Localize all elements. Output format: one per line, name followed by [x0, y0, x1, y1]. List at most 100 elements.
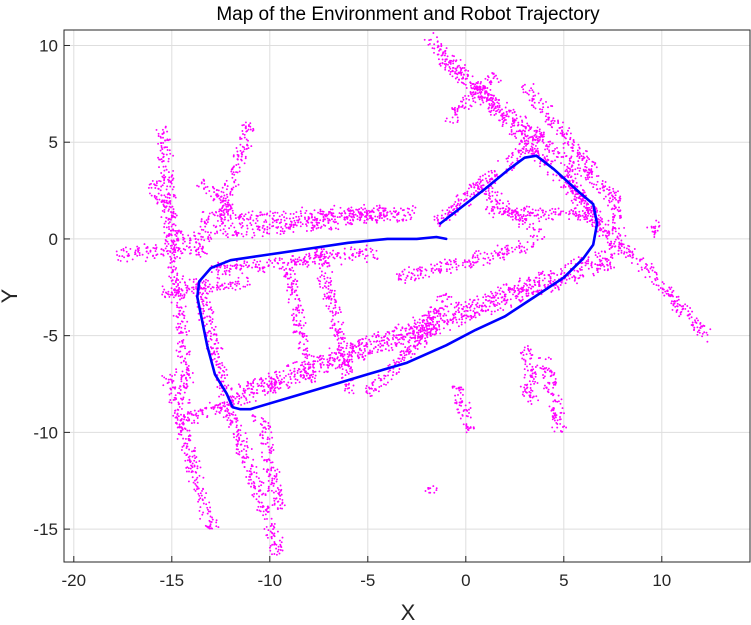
map-point [325, 215, 327, 218]
map-point [538, 279, 541, 282]
map-point [269, 549, 272, 552]
map-point [436, 315, 439, 318]
map-point [300, 327, 303, 329]
map-point [248, 478, 250, 481]
map-point [523, 125, 526, 128]
map-point [358, 347, 361, 350]
map-point [260, 481, 263, 484]
map-point [670, 300, 673, 303]
map-point [442, 294, 445, 297]
map-point [483, 251, 486, 254]
map-point [219, 406, 222, 409]
map-point [252, 385, 255, 388]
map-point [222, 404, 225, 407]
map-point [324, 272, 327, 275]
map-point [264, 494, 267, 497]
map-point [670, 286, 673, 289]
map-point [168, 228, 171, 231]
map-point [199, 295, 202, 298]
map-point [360, 343, 363, 346]
map-point [382, 210, 385, 213]
map-point [187, 435, 190, 438]
map-point [169, 185, 172, 188]
map-point [193, 454, 196, 457]
map-point [680, 305, 683, 308]
map-point [265, 221, 268, 223]
map-point [501, 115, 504, 118]
map-point [299, 374, 302, 377]
map-point [322, 354, 325, 357]
map-point [235, 438, 238, 441]
map-point [574, 276, 577, 279]
map-point [636, 263, 639, 266]
map-point [172, 185, 175, 188]
map-point [515, 297, 518, 300]
map-point [253, 486, 255, 489]
map-point [493, 296, 496, 299]
map-point [193, 421, 196, 424]
map-point [225, 368, 228, 371]
map-point [323, 293, 326, 296]
map-point [592, 274, 595, 277]
map-point [268, 459, 271, 462]
map-point [531, 148, 534, 151]
map-point [199, 506, 202, 509]
map-point [322, 297, 325, 300]
map-point [684, 307, 687, 310]
map-point [185, 454, 188, 457]
map-point [302, 365, 305, 368]
map-point [263, 227, 266, 230]
map-point [229, 395, 232, 398]
map-point [340, 377, 343, 379]
map-point [165, 377, 168, 380]
map-point [190, 422, 193, 425]
map-point [240, 396, 243, 399]
map-point [346, 216, 349, 219]
map-point [201, 411, 204, 414]
map-point [597, 214, 600, 217]
map-point [222, 288, 225, 291]
map-point [572, 160, 575, 163]
map-point [198, 474, 201, 477]
map-point [363, 348, 366, 350]
map-point [473, 307, 476, 310]
map-point [258, 480, 261, 483]
map-point [366, 343, 369, 346]
map-point [414, 334, 417, 337]
map-wall-points [433, 126, 545, 228]
map-point [175, 349, 178, 352]
map-point [181, 289, 184, 292]
map-point [383, 335, 386, 338]
map-point [192, 286, 195, 289]
map-point [197, 251, 200, 254]
map-point [318, 258, 321, 261]
map-point [242, 387, 245, 390]
map-point [378, 340, 381, 343]
map-point [409, 344, 412, 347]
map-point [518, 280, 520, 283]
map-point [192, 381, 195, 384]
map-point [323, 277, 326, 280]
map-point [525, 294, 528, 297]
map-point [295, 224, 298, 227]
map-point [165, 226, 168, 229]
map-point [245, 457, 247, 460]
map-point [567, 262, 570, 265]
map-point [279, 374, 281, 377]
map-point [433, 43, 436, 46]
map-point [170, 244, 173, 247]
map-wall-points [200, 203, 388, 227]
map-point [163, 182, 166, 185]
map-point [400, 334, 403, 336]
map-point [195, 241, 198, 244]
map-point [343, 361, 346, 364]
map-point [240, 232, 243, 235]
map-point [181, 294, 184, 297]
map-point [637, 270, 640, 273]
map-point [216, 219, 219, 222]
map-point [204, 281, 207, 284]
map-point [209, 335, 212, 338]
map-point [170, 234, 173, 237]
map-point [564, 266, 567, 269]
map-point [492, 257, 495, 260]
